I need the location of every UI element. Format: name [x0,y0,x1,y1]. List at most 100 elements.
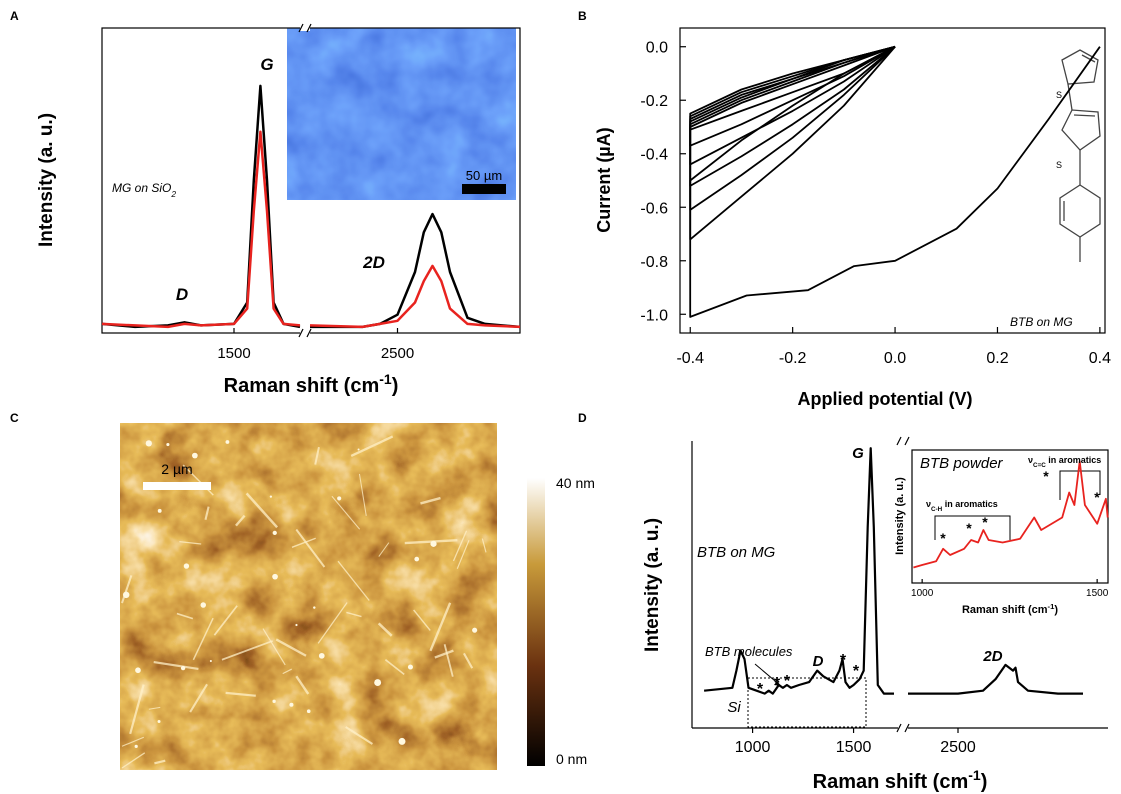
afm-particle [374,679,382,687]
afm-fold [295,528,326,568]
afm-particle [183,563,190,569]
afm-fold [346,611,362,618]
x-axis-label: Raman shift (cm-1) [813,767,988,793]
inset-x-label-part: -1 [1048,602,1056,611]
cv-curve [689,45,896,211]
axis-break-gap [300,25,310,31]
inset-x-label: Raman shift (cm-1) [962,602,1058,617]
peak-label: 2D [982,648,1002,665]
y-axis-label: Intensity (a. u.) [642,518,663,652]
afm-particle [180,665,186,671]
afm-particle [134,744,138,749]
afm-fold [121,575,133,604]
afm-particle [414,556,420,562]
afm-fold [189,683,208,713]
afm-fold [295,675,310,695]
band-label: νC-H in aromatics [926,499,998,513]
afm-fold [121,736,145,747]
afm-fold [176,612,194,620]
afm-particle [407,664,414,670]
afm-fold [221,640,273,661]
cv-curve [689,45,896,147]
molecule [1059,49,1101,262]
peak-star: * [757,681,764,698]
band-label-part: C=C [1033,462,1046,469]
afm-fold [317,602,348,644]
peak-star: * [784,673,791,690]
colorbar-label: 0 nm [556,751,587,767]
x-tick-label: 0.4 [1089,350,1111,367]
peak-label: D [176,285,188,304]
afm-particle [166,442,170,447]
afm-particle [225,440,230,444]
afm-particle [191,452,198,459]
scale-bar-label: 2 µm [161,461,192,477]
afm-fold [443,644,454,677]
y-axis-label: Current (µA) [594,127,614,232]
x-axis-label: Raman shift (cm-1) [224,371,399,397]
afm-fold [456,540,470,569]
afm-particle [122,591,130,599]
afm-particle [135,667,141,674]
x-axis-label-part: -1 [968,767,981,783]
panel-label: C [10,411,19,425]
sample-label: BTB on MG [697,544,776,561]
sample-label-part: 2 [170,189,176,199]
afm-fold [413,609,431,631]
axis-break [904,436,910,446]
x-tick-label: -0.4 [676,350,704,367]
afm-fold [420,496,441,505]
peak-star: * [840,652,847,669]
plot-frame [101,27,521,334]
x-tick-label: 1000 [911,588,934,599]
afm-particle [398,737,406,745]
axis-break [306,328,312,338]
afm-particle [306,709,311,714]
axis-break-gap [898,725,908,731]
afm-fold [129,684,145,735]
peak-star: * [774,675,781,692]
axis-break [904,723,910,733]
bond [1067,83,1073,111]
y-tick-label: -0.2 [640,93,668,110]
peak-label: D [813,653,824,670]
colorbar-label: 40 nm [556,475,595,491]
axis-break-gap [898,438,908,444]
afm-particle [472,627,478,633]
afm-particle [357,448,360,451]
colorbar [527,478,545,766]
plot-frame [679,27,1106,334]
afm-particle [157,508,162,513]
afm-particle [269,495,273,498]
band-label-part: in aromatics [942,499,998,509]
afm-particle [209,659,212,663]
afm-fold [235,514,246,527]
spectrum [703,447,1083,695]
afm-fold [429,602,452,652]
x-tick-label: -0.2 [779,350,807,367]
axis-break [306,23,312,33]
x-axis-label-part: Raman shift (cm [813,771,969,793]
afm-fold [291,537,316,549]
peak-star: * [1043,468,1049,484]
afm-features [121,435,487,769]
x-axis-label-part: ) [392,375,399,397]
inset-y-label: Intensity (a. u.) [894,477,906,555]
inset-x-label-part: Raman shift (cm [962,604,1048,616]
y-axis-label: Intensity (a. u.) [36,113,57,247]
afm-fold [481,538,487,553]
panel-label: A [10,9,19,23]
band-label: νC=C in aromatics [1028,455,1101,469]
afm-fold [121,752,146,769]
afm-fold [213,605,238,636]
afm-fold [452,530,468,562]
axis-break [298,23,304,33]
peak-label: 2D [362,253,385,272]
axis-break-gap [300,330,310,336]
bond [1081,54,1096,63]
optical-image [287,28,516,200]
afm-particle [272,699,276,704]
afm-fold [245,492,279,529]
afm-fold [225,691,256,697]
